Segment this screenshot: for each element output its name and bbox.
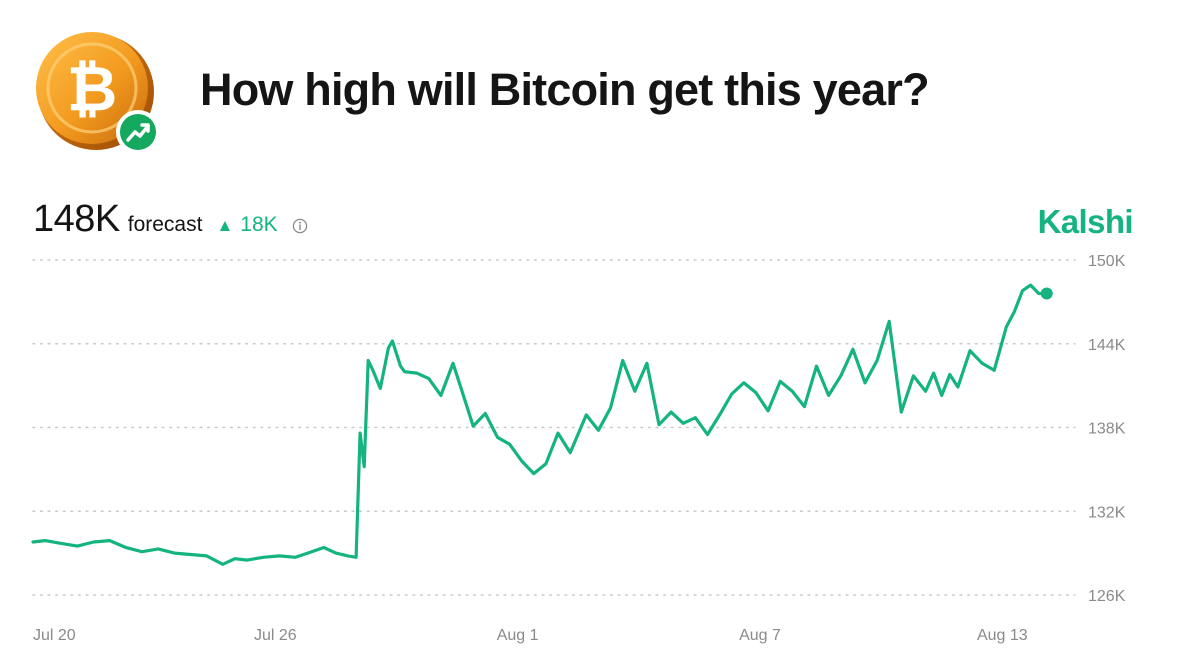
y-tick-label: 138K: [1088, 421, 1126, 438]
page-title: How high will Bitcoin get this year?: [200, 64, 930, 115]
trending-up-icon: [116, 110, 160, 154]
bitcoin-symbol: ₿: [67, 52, 118, 125]
brand-logo: Kalshi: [1037, 203, 1134, 240]
x-tick-label: Aug 1: [497, 627, 539, 644]
forecast-summary: 148K forecast ▲ 18K: [33, 198, 308, 248]
bitcoin-coin-icon: ₿: [36, 32, 160, 154]
y-tick-label: 126K: [1088, 588, 1126, 605]
forecast-label: forecast: [127, 213, 203, 236]
y-tick-label: 132K: [1088, 504, 1126, 521]
forecast-change-value: 18K: [240, 213, 278, 236]
x-tick-label: Aug 7: [739, 627, 781, 644]
triangle-up-icon: ▲: [216, 216, 234, 235]
x-tick-label: Jul 20: [33, 627, 76, 644]
forecast-value: 148K: [33, 198, 120, 240]
x-tick-label: Jul 26: [254, 627, 297, 644]
latest-point-marker: [1040, 287, 1053, 300]
x-tick-label: Aug 13: [977, 627, 1028, 644]
y-tick-label: 144K: [1088, 337, 1126, 354]
info-icon[interactable]: [292, 218, 308, 234]
y-tick-label: 150K: [1088, 253, 1126, 270]
series-line-0: [31, 283, 1049, 566]
forecast-change: ▲ 18K: [216, 213, 277, 237]
